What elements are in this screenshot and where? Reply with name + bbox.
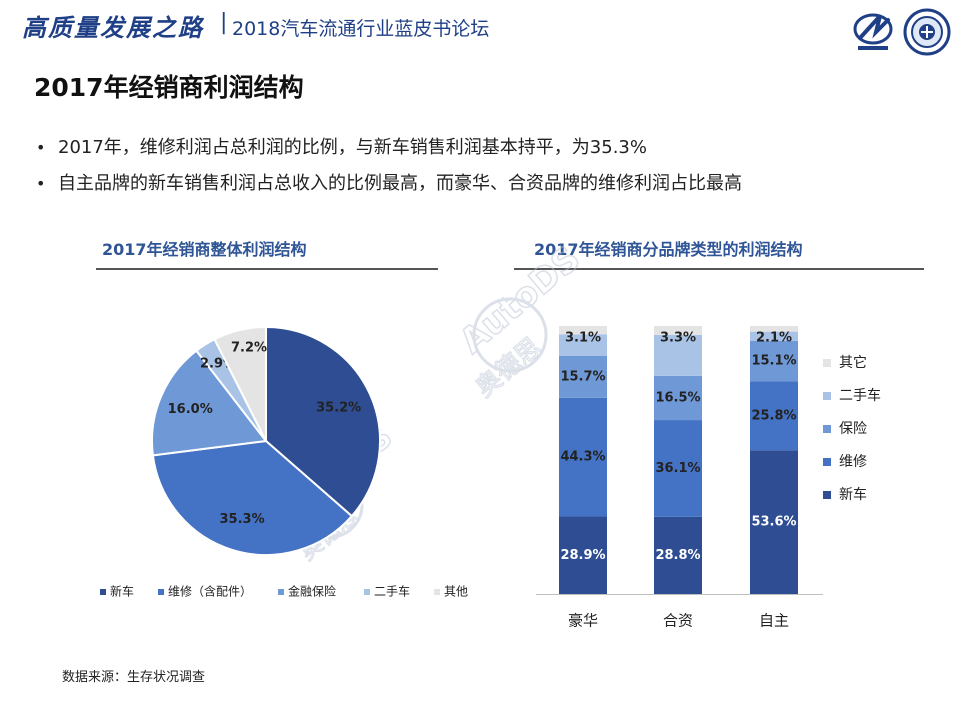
bullet-dot-icon: •: [36, 174, 46, 193]
bar-segment: [559, 334, 607, 356]
bar-data-label: 2.1%: [756, 331, 792, 346]
bar-segment: [750, 450, 798, 594]
pie-legend-label: 维修（含配件）: [168, 584, 252, 599]
bar-data-label: 36.1%: [655, 461, 700, 476]
bar-segment: [750, 326, 798, 332]
association-seal-icon: [903, 8, 951, 56]
bar-segment: [750, 340, 798, 382]
pie-legend-label: 金融保险: [288, 584, 336, 599]
cada-logo-icon: [853, 13, 893, 50]
bar-legend-swatch: [823, 458, 831, 466]
page-title: 2017年经销商利润结构: [34, 73, 304, 102]
pie-legend-swatch: [364, 589, 370, 595]
bar-legend-label: 其它: [839, 354, 867, 371]
bar-data-label: 28.9%: [560, 548, 605, 563]
pie-legend-label: 二手车: [374, 584, 410, 599]
bar-segment: [654, 375, 702, 421]
pie-slice: [265, 325, 381, 518]
bullet-text: 2017年，维修利润占总利润的比例，与新车销售利润基本持平，为35.3%: [58, 137, 647, 158]
bar-legend-swatch: [823, 425, 831, 433]
header-forum-title: 2018汽车流通行业蓝皮书论坛: [232, 18, 490, 40]
bar-segment: [559, 355, 607, 398]
bar-legend-label: 维修: [839, 454, 867, 470]
bar-segment: [750, 381, 798, 451]
bullet-dot-icon: •: [36, 138, 46, 157]
bar-segment: [654, 516, 702, 594]
header-separator: |: [220, 10, 228, 35]
bar-segment: [750, 331, 798, 341]
header-calligraphy-title: 高质量发展之路: [22, 13, 204, 42]
bar-segment: [654, 334, 702, 376]
pie-slice: [151, 349, 268, 457]
pie-slice: [213, 325, 267, 442]
bar-legend-swatch: [823, 359, 831, 367]
pie-chart-title: 2017年经销商整体利润结构: [96, 236, 438, 270]
bar-chart-title: 2017年经销商分品牌类型的利润结构: [514, 236, 924, 270]
bullet-item: • 自主品牌的新车销售利润占总收入的比例最高，而豪华、合资品牌的维修利润占比最高: [36, 172, 936, 208]
bar-data-label: 53.6%: [751, 515, 796, 530]
bar-segment: [559, 326, 607, 335]
pie-legend-swatch: [434, 589, 440, 595]
bullet-text: 自主品牌的新车销售利润占总收入的比例最高，而豪华、合资品牌的维修利润占比最高: [58, 173, 742, 194]
bar-data-label: 44.3%: [560, 450, 605, 465]
bar-category-label: 自主: [759, 612, 789, 630]
bar-category-label: 合资: [663, 612, 693, 630]
bar-data-label: 3.1%: [565, 331, 601, 346]
watermark-circle: [472, 297, 548, 373]
bar-data-label: 25.8%: [751, 408, 796, 423]
bar-legend-swatch: [823, 392, 831, 400]
pie-legend-label: 其他: [444, 585, 468, 599]
bar-data-label: 15.7%: [560, 369, 605, 384]
pie-data-label: 7.2%: [231, 341, 267, 356]
bar-segment: [559, 397, 607, 517]
bullet-item: • 2017年，维修利润占总利润的比例，与新车销售利润基本持平，为35.3%: [36, 136, 936, 172]
pie-data-label: 35.2%: [316, 401, 361, 416]
bar-data-label: 3.3%: [660, 331, 696, 346]
bar-segment: [654, 420, 702, 517]
bar-segment: [654, 326, 702, 335]
pie-legend-label: 新车: [110, 584, 134, 599]
bar-category-label: 豪华: [568, 612, 598, 630]
bar-data-label: 16.5%: [655, 390, 700, 405]
header-bar: 高质量发展之路 | 2018汽车流通行业蓝皮书论坛: [0, 0, 960, 62]
bar-segment: [559, 516, 607, 594]
bullet-list: • 2017年，维修利润占总利润的比例，与新车销售利润基本持平，为35.3% •…: [36, 136, 936, 208]
pie-data-label: 35.3%: [220, 512, 265, 527]
bar-legend-label: 保险: [839, 421, 867, 437]
data-source-note: 数据来源：生存状况调查: [62, 670, 206, 685]
pie-legend-swatch: [100, 589, 106, 595]
bar-data-label: 15.1%: [751, 353, 796, 368]
pie-legend-swatch: [278, 589, 284, 595]
bar-legend-label: 二手车: [839, 387, 881, 404]
bar-legend-swatch: [823, 491, 831, 499]
bar-legend-label: 新车: [839, 486, 867, 503]
bar-data-label: 28.8%: [655, 548, 700, 563]
pie-data-label: 16.0%: [168, 402, 213, 417]
pie-legend-swatch: [158, 589, 164, 595]
pie-slice: [151, 439, 354, 556]
